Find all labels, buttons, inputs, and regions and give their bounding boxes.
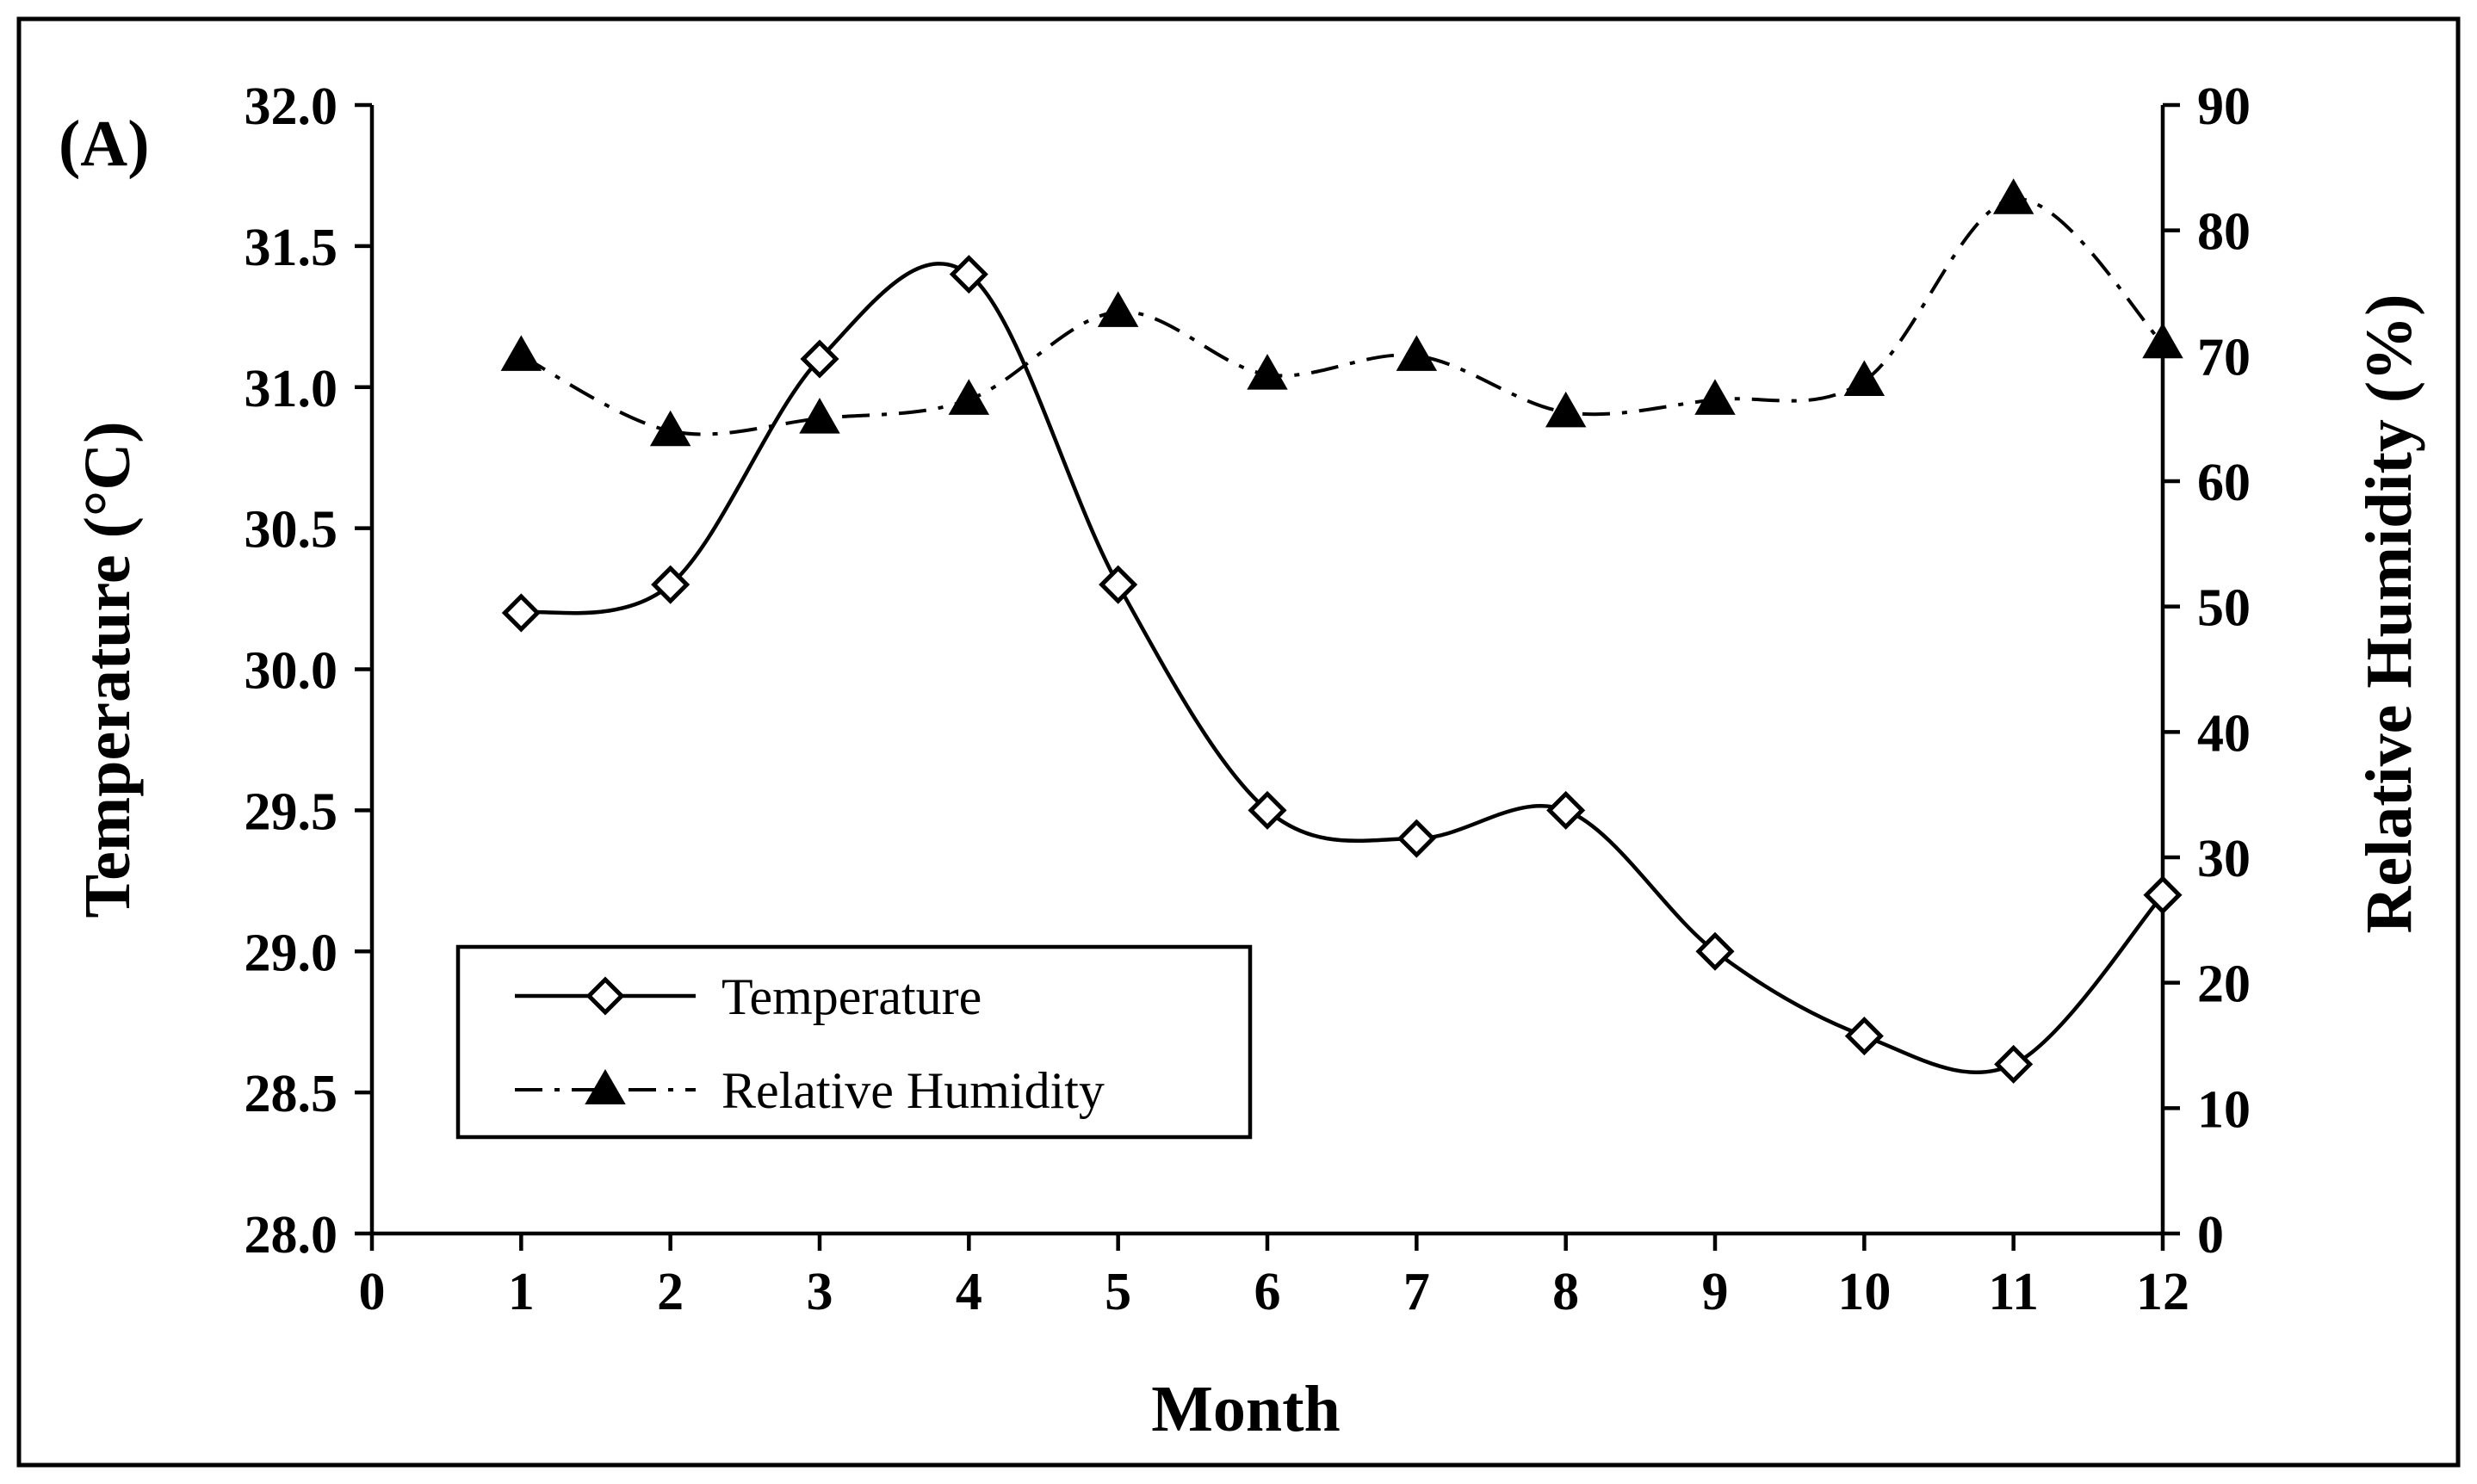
y2-axis-label: Relative Humidity (%): [2353, 294, 2425, 933]
y2-tick-label: 70: [2197, 328, 2251, 386]
x-tick-label: 6: [1254, 1263, 1281, 1321]
temperature-point: [651, 565, 690, 604]
y-tick-label: 29.0: [245, 924, 338, 982]
y-tick-label: 31.0: [245, 360, 338, 418]
figure-frame: [16, 16, 2461, 1468]
y2-tick-label: 10: [2197, 1080, 2251, 1139]
y-tick-label: 30.5: [245, 501, 338, 560]
panel-label: (A): [59, 108, 150, 180]
temperature-point: [501, 593, 541, 633]
y2-tick-label: 80: [2197, 203, 2251, 262]
legend: Temperature Relative Humidity: [455, 944, 1253, 1140]
y2-tick-label: 30: [2197, 830, 2251, 888]
humidity-point: [1097, 291, 1139, 327]
x-tick-label: 10: [1837, 1263, 1891, 1321]
humidity-point: [948, 379, 990, 415]
y2-tick-label: 50: [2197, 579, 2251, 638]
humidity-point: [799, 398, 840, 434]
x-tick-label: 2: [657, 1263, 684, 1321]
y2-tick-label: 20: [2197, 955, 2251, 1014]
temperature-point: [1099, 565, 1138, 604]
legend-temperature-marker: [585, 976, 625, 1016]
x-tick-label: 4: [956, 1263, 982, 1321]
humidity-point: [2142, 322, 2183, 359]
x-tick-label: 7: [1403, 1263, 1430, 1321]
y2-tick-label: 60: [2197, 454, 2251, 512]
x-tick-label: 5: [1105, 1263, 1131, 1321]
temperature-point: [949, 255, 988, 294]
humidity-point: [1247, 354, 1288, 390]
temperature-point: [1994, 1044, 2034, 1084]
x-tick-label: 1: [508, 1263, 535, 1321]
y2-tick-label: 90: [2197, 77, 2251, 136]
humidity-line: [520, 197, 2164, 436]
x-axis-label: Month: [1151, 1373, 1341, 1445]
temperature-point: [1248, 790, 1287, 830]
x-tick-label: 12: [2136, 1263, 2189, 1321]
y-tick-label: 28.5: [245, 1065, 338, 1123]
humidity-point: [649, 410, 691, 447]
y2-tick-label: 0: [2197, 1206, 2224, 1264]
humidity-point: [500, 335, 542, 371]
legend-temperature-label: Temperature: [721, 968, 982, 1025]
humidity-point: [1843, 360, 1886, 396]
series-layer: [500, 178, 2183, 1084]
y-tick-label: 30.0: [245, 642, 338, 701]
legend-humidity-label: Relative Humidity: [721, 1062, 1105, 1119]
humidity-point: [1545, 391, 1587, 428]
legend-humidity-marker: [585, 1069, 626, 1104]
temperature-point: [1546, 790, 1586, 830]
humidity-point: [1396, 335, 1438, 371]
temperature-point: [800, 339, 839, 379]
y-axis-label: Temperature (°C): [71, 421, 144, 918]
y-tick-label: 32.0: [245, 77, 338, 136]
humidity-point: [1694, 379, 1736, 415]
y-tick-label: 28.0: [245, 1206, 338, 1264]
temperature-point: [2143, 875, 2183, 915]
temperature-point: [1396, 819, 1436, 858]
ticks: [355, 102, 2180, 1251]
humidity-point: [1992, 178, 2034, 214]
y2-tick-label: 40: [2197, 704, 2251, 763]
temperature-point: [1695, 931, 1735, 971]
x-tick-label: 0: [359, 1263, 386, 1321]
tick-labels: 0 1 2 3 4 5 6 7 8 9 10 11 1228.028.529.029.530.030.5…: [245, 77, 2251, 1321]
x-tick-label: 9: [1702, 1263, 1729, 1321]
temperature-point: [1844, 1017, 1884, 1056]
legend-box: [455, 944, 1253, 1140]
x-tick-label: 3: [807, 1263, 833, 1321]
y-tick-label: 31.5: [245, 219, 338, 277]
y-tick-label: 29.5: [245, 782, 338, 841]
x-tick-label: 8: [1552, 1263, 1579, 1321]
x-tick-label: 11: [1988, 1263, 2039, 1321]
